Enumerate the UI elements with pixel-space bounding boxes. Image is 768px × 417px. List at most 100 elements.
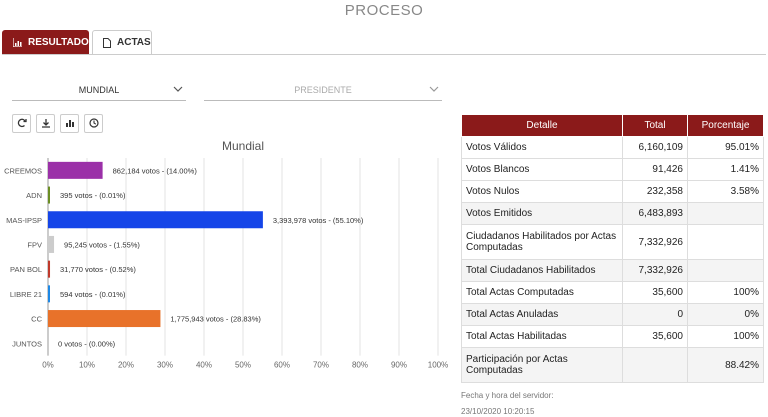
server-time-value: 23/10/2020 10:20:15 <box>461 407 535 416</box>
row-percent: 100% <box>687 281 764 304</box>
table-row: Total Actas Habilitadas 35,600 100% <box>461 325 764 348</box>
row-label: Votos Válidos <box>461 136 623 159</box>
document-icon <box>103 37 111 48</box>
tab-resultados-label: RESULTADOS <box>28 37 96 48</box>
row-total: 7,332,926 <box>622 259 688 282</box>
category-label: CREEMOS <box>4 166 42 175</box>
header-detalle: Detalle <box>461 114 623 137</box>
row-percent <box>687 202 764 225</box>
row-percent: 95.01% <box>687 136 764 159</box>
x-tick-label: 40% <box>196 361 212 370</box>
clock-icon <box>88 115 99 133</box>
table-row: Votos Emitidos 6,483,893 <box>461 202 764 225</box>
data-label: 3,393,978 votos - (55.10%) <box>273 216 364 225</box>
x-tick-label: 60% <box>274 361 290 370</box>
row-total: 0 <box>622 303 688 326</box>
table-row: Total Actas Anuladas 0 0% <box>461 303 764 326</box>
tab-resultados[interactable]: RESULTADOS <box>2 30 95 54</box>
results-table: Detalle Total Porcentaje Votos Válidos 6,… <box>461 114 764 383</box>
bar <box>48 310 161 328</box>
x-tick-label: 10% <box>79 361 95 370</box>
chart-title: Mundial <box>221 139 265 153</box>
table-row: Votos Válidos 6,160,109 95.01% <box>461 136 764 159</box>
category-label: JUNTOS <box>12 339 42 348</box>
category-label: ADN <box>26 191 42 200</box>
bar <box>48 235 55 253</box>
row-percent: 88.42% <box>687 347 764 383</box>
table-row: Total Actas Computadas 35,600 100% <box>461 281 764 304</box>
category-label: LIBRE 21 <box>10 290 42 299</box>
bar <box>48 161 103 179</box>
download-icon <box>41 115 51 133</box>
download-button[interactable] <box>36 114 55 133</box>
office-select-value: PRESIDENTE <box>294 85 352 95</box>
data-label: 862,184 votos - (14.00%) <box>113 166 198 175</box>
data-label: 1,775,943 votos - (28.83%) <box>170 315 261 324</box>
refresh-icon <box>17 115 27 133</box>
row-label: Votos Emitidos <box>461 202 623 225</box>
row-label: Total Ciudadanos Habilitados <box>461 259 623 282</box>
refresh-button[interactable] <box>12 114 31 133</box>
data-label: 31,770 votos - (0.52%) <box>60 265 136 274</box>
row-label: Total Actas Computadas <box>461 281 623 304</box>
category-label: FPV <box>27 240 42 249</box>
category-label: PAN BOL <box>10 265 42 274</box>
x-tick-label: 100% <box>428 361 448 370</box>
chart-icon <box>13 38 22 47</box>
row-percent: 3.58% <box>687 180 764 203</box>
row-percent: 1.41% <box>687 158 764 181</box>
x-tick-label: 0% <box>42 361 54 370</box>
row-total: 6,483,893 <box>622 202 688 225</box>
row-label: Votos Nulos <box>461 180 623 203</box>
data-label: 594 votos - (0.01%) <box>60 290 126 299</box>
row-total <box>622 347 688 383</box>
x-tick-label: 50% <box>235 361 251 370</box>
row-label: Ciudadanos Habilitados por Actas Computa… <box>461 224 623 260</box>
tab-bar: RESULTADOS ACTAS <box>2 30 766 55</box>
clock-button[interactable] <box>84 114 103 133</box>
bar <box>48 285 50 303</box>
bar <box>48 186 50 204</box>
row-total: 7,332,926 <box>622 224 688 260</box>
row-label: Total Actas Habilitadas <box>461 325 623 348</box>
table-row: Votos Blancos 91,426 1.41% <box>461 158 764 181</box>
bar-chart: 0% 10% 20% 30% 40% 50% 60% 70% 80% 90% 100% CREEMOS… <box>4 158 448 370</box>
bar-chart-button[interactable] <box>60 114 79 133</box>
table-header-row: Detalle Total Porcentaje <box>461 114 764 137</box>
table-row: Votos Nulos 232,358 3.58% <box>461 180 764 203</box>
x-tick-label: 70% <box>313 361 329 370</box>
x-tick-label: 30% <box>157 361 173 370</box>
row-total: 91,426 <box>622 158 688 181</box>
table-row: Total Ciudadanos Habilitados 7,332,926 <box>461 259 764 282</box>
x-tick-label: 80% <box>352 361 368 370</box>
row-percent <box>687 259 764 282</box>
tab-actas-label: ACTAS <box>117 37 151 48</box>
table-row: Ciudadanos Habilitados por Actas Computa… <box>461 224 764 260</box>
tab-actas[interactable]: ACTAS <box>92 30 152 54</box>
chevron-down-icon <box>173 84 183 94</box>
data-label: 0 votos - (0.00%) <box>58 339 116 348</box>
header-total: Total <box>622 114 688 137</box>
data-label: 95,245 votos - (1.55%) <box>64 240 140 249</box>
row-label: Participación por Actas Computadas <box>461 347 623 383</box>
scope-select[interactable]: MUNDIAL <box>12 80 186 101</box>
data-label: 395 votos - (0.01%) <box>60 191 126 200</box>
row-total: 35,600 <box>622 325 688 348</box>
bar-chart-icon <box>65 115 75 133</box>
row-label: Votos Blancos <box>461 158 623 181</box>
x-tick-label: 20% <box>118 361 134 370</box>
page-title: PROCESO <box>344 2 424 19</box>
row-percent: 100% <box>687 325 764 348</box>
bar <box>48 260 51 278</box>
row-label: Total Actas Anuladas <box>461 303 623 326</box>
header-porcentaje: Porcentaje <box>687 114 764 137</box>
category-label: MAS-IPSP <box>6 216 42 225</box>
office-select[interactable]: PRESIDENTE <box>204 80 442 101</box>
row-total: 232,358 <box>622 180 688 203</box>
category-label: CC <box>31 315 42 324</box>
chevron-down-icon <box>429 84 439 94</box>
row-total: 35,600 <box>622 281 688 304</box>
row-percent <box>687 224 764 260</box>
scope-select-value: MUNDIAL <box>78 85 120 95</box>
table-row: Participación por Actas Computadas 88.42% <box>461 347 764 383</box>
